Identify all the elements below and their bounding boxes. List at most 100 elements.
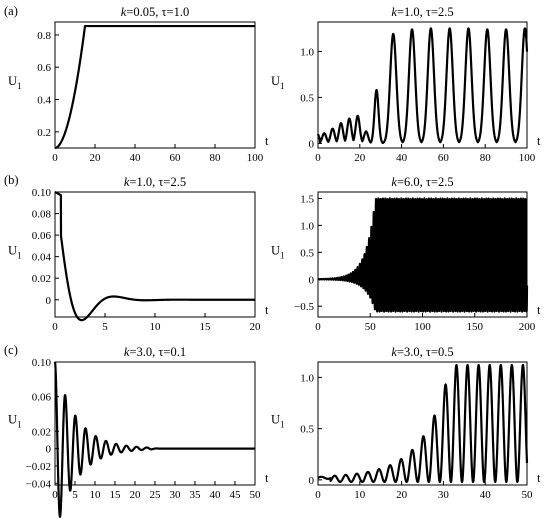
y-tick-label: 0.06 — [32, 392, 52, 404]
panel-title-value: =3.0, τ=0.5 — [397, 345, 454, 359]
x-tick-label: 5 — [102, 321, 108, 333]
y-tick-label: 0.10 — [32, 187, 52, 199]
y-axis-label: U1 — [8, 244, 22, 261]
x-axis-label: t — [537, 471, 541, 485]
x-tick-label: 0 — [315, 321, 321, 333]
panel-title-value: =3.0, τ=0.1 — [129, 345, 186, 359]
x-tick-label: 20 — [90, 152, 102, 164]
panel-title-k: k — [391, 345, 397, 359]
panel-title: k=0.05, τ=1.0 — [121, 5, 189, 19]
x-tick-label: 200 — [519, 321, 536, 333]
panel-c-left: 0 5 10 15 20 25 30 35 40 45 50 −0.04 −0.02 0 0.02 0.06 0… — [8, 345, 269, 518]
x-axis-label: t — [265, 471, 269, 485]
y-tick-label: 0.5 — [300, 92, 314, 104]
y-tick-label: 0 — [309, 138, 315, 150]
panel-title: k=6.0, τ=2.5 — [391, 175, 453, 189]
panel-c-right: 0 10 20 30 40 50 0 0.5 1.0 t U1 k=3.0, τ=0.5 — [271, 345, 541, 501]
x-tick-label: 5 — [72, 489, 78, 501]
y-axis-label-subscript: 1 — [17, 81, 22, 91]
panel-title-value: =1.0, τ=2.5 — [397, 5, 454, 19]
y-tick-label: 0.06 — [32, 230, 52, 242]
y-tick-label: 0.04 — [32, 252, 52, 264]
y-tick-label: −0.5 — [294, 301, 314, 313]
row-label-a: (a) — [4, 4, 18, 18]
panel-title-value: =1.0, τ=2.5 — [129, 175, 186, 189]
x-tick-label: 80 — [480, 152, 492, 164]
y-tick-label: 0.8 — [37, 30, 51, 42]
y-tick-label: 0.4 — [37, 95, 51, 107]
series-line — [54, 24, 256, 150]
x-tick-label: 0 — [52, 321, 58, 333]
series-line — [317, 363, 529, 484]
x-tick-label: 60 — [170, 152, 182, 164]
x-tick-label: 60 — [438, 152, 450, 164]
panel-title-k: k — [124, 175, 130, 189]
x-tick-label: 35 — [190, 489, 202, 501]
panel-title-k: k — [391, 5, 397, 19]
x-tick-label: 20 — [250, 321, 262, 333]
y-axis-label-subscript: 1 — [280, 420, 285, 430]
x-tick-label: 100 — [414, 321, 431, 333]
x-tick-label: 0 — [315, 152, 321, 164]
x-tick-label: 15 — [110, 489, 122, 501]
y-tick-label: 0 — [309, 475, 315, 487]
x-tick-label: 50 — [365, 321, 377, 333]
x-tick-label: 80 — [210, 152, 222, 164]
series-line — [316, 27, 529, 145]
y-axis-label: U1 — [8, 74, 22, 91]
plot-frame — [54, 361, 256, 486]
row-label-b: (b) — [4, 173, 19, 187]
x-axis-label: t — [537, 303, 541, 317]
x-tick-label: 10 — [354, 489, 366, 501]
y-tick-label: 1.0 — [300, 220, 314, 232]
x-tick-label: 20 — [396, 489, 408, 501]
y-tick-label: 0.5 — [300, 424, 314, 436]
y-axis-label: U1 — [271, 244, 285, 261]
y-tick-label: 0.02 — [32, 426, 51, 438]
x-axis-label: t — [537, 134, 541, 148]
panel-title-k: k — [124, 345, 130, 359]
x-tick-label: 10 — [90, 489, 102, 501]
y-tick-label: 0.5 — [300, 247, 314, 259]
x-tick-label: 40 — [396, 152, 408, 164]
panel-title: k=3.0, τ=0.1 — [124, 345, 186, 359]
panel-title-k: k — [391, 175, 397, 189]
y-axis-label: U1 — [271, 74, 285, 91]
y-tick-label: 0.10 — [32, 357, 52, 369]
y-axis-label-subscript: 1 — [280, 251, 285, 261]
panel-a-right: 0 20 40 60 80 100 0 0.5 1.0 t U1 k=1.0, τ=2.5 — [271, 5, 541, 164]
panel-title-value: =0.05, τ=1.0 — [126, 5, 189, 19]
x-tick-label: 50 — [250, 489, 262, 501]
plot-frame — [54, 191, 256, 318]
x-axis-label: t — [265, 134, 269, 148]
x-tick-label: 40 — [210, 489, 222, 501]
x-tick-label: 25 — [150, 489, 162, 501]
row-label-c: (c) — [4, 343, 18, 357]
x-tick-label: 20 — [130, 489, 142, 501]
x-tick-label: 40 — [130, 152, 142, 164]
y-axis-label-subscript: 1 — [17, 420, 22, 430]
x-tick-label: 50 — [522, 489, 534, 501]
y-tick-label: 0 — [46, 295, 52, 307]
y-tick-label: 0.2 — [37, 127, 51, 139]
y-axis-label: U1 — [8, 413, 22, 430]
y-tick-label: −0.04 — [26, 478, 52, 490]
y-tick-label: 0.6 — [37, 62, 51, 74]
x-tick-label: 15 — [200, 321, 212, 333]
x-axis-label: t — [265, 303, 269, 317]
panel-title-value: =6.0, τ=2.5 — [397, 175, 454, 189]
series-line — [53, 361, 256, 518]
y-tick-label: 0.02 — [32, 273, 51, 285]
y-tick-label: 1.0 — [300, 372, 314, 384]
x-tick-label: 0 — [52, 489, 58, 501]
y-tick-label: 1.5 — [300, 193, 314, 205]
panel-a-left: 0 20 40 60 80 100 0.2 0.4 0.6 0.8 t U1 k=0.05, τ=1.0 — [8, 5, 269, 164]
y-axis-label: U1 — [271, 413, 285, 430]
plot-frame — [317, 361, 528, 486]
panel-title: k=1.0, τ=2.5 — [391, 5, 453, 19]
y-tick-label: 1.0 — [300, 46, 314, 58]
x-tick-label: 20 — [354, 152, 366, 164]
x-tick-label: 0 — [315, 489, 321, 501]
